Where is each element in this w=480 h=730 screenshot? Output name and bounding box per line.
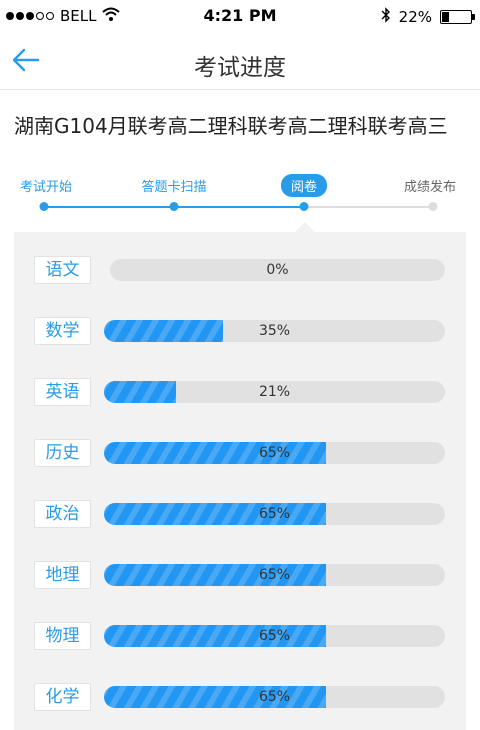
progress-track: 65% <box>104 442 445 464</box>
progress-percent: 65% <box>258 567 291 583</box>
subject-row: 化学 65% <box>34 682 446 712</box>
step-label-start: 考试开始 <box>19 180 73 195</box>
progress-fill <box>104 442 326 464</box>
progress-track: 21% <box>104 381 445 403</box>
subject-label[interactable]: 语文 <box>34 256 91 284</box>
status-right-group: 22% <box>381 7 475 27</box>
carrier-group: BELL <box>6 7 121 25</box>
progress-percent: 21% <box>258 384 291 400</box>
progress-percent: 65% <box>258 506 291 522</box>
subject-row: 历史 65% <box>34 438 446 468</box>
battery-level <box>442 12 449 22</box>
exam-title: 湖南G104月联考高二理科联考高二理科联考高三 <box>14 114 448 138</box>
progress-track: 65% <box>104 686 445 708</box>
progress-percent: 35% <box>258 323 291 339</box>
progress-fill <box>104 625 326 647</box>
back-button[interactable] <box>6 42 46 78</box>
subject-label[interactable]: 政治 <box>34 500 91 528</box>
progress-fill <box>104 381 176 403</box>
step-line-1 <box>44 206 174 208</box>
step-node-publish <box>428 202 438 211</box>
subject-label[interactable]: 英语 <box>34 378 91 406</box>
progress-percent: 65% <box>258 628 291 644</box>
status-time: 4:21 PM <box>203 6 277 25</box>
subject-label[interactable]: 物理 <box>34 622 91 650</box>
subject-label[interactable]: 地理 <box>34 561 91 589</box>
status-bar: BELL 4:21 PM 22% <box>0 0 480 32</box>
step-line-2 <box>174 206 304 208</box>
progress-percent: 65% <box>258 445 291 461</box>
progress-track: 65% <box>104 564 445 586</box>
step-node-marking <box>299 202 309 211</box>
progress-percent: 65% <box>258 689 291 705</box>
subject-progress-panel: 语文 0% 数学 35% 英语 21% 历史 65% 政治 65% <box>14 232 466 730</box>
nav-bar: 考试进度 <box>0 32 480 90</box>
subject-row: 政治 65% <box>34 499 446 529</box>
progress-fill <box>104 320 224 342</box>
bluetooth-icon <box>381 7 391 27</box>
subject-row: 语文 0% <box>34 255 446 285</box>
wifi-icon <box>102 7 121 25</box>
subject-label[interactable]: 化学 <box>34 683 91 711</box>
progress-percent: 0% <box>266 262 289 278</box>
subject-label[interactable]: 历史 <box>34 439 91 467</box>
subject-label[interactable]: 数学 <box>34 317 91 345</box>
progress-fill <box>104 686 326 708</box>
step-label-marking: 阅卷 <box>280 174 328 197</box>
step-label-scan: 答题卡扫描 <box>141 180 207 195</box>
progress-stepper: 考试开始 答题卡扫描 阅卷 成绩发布 <box>0 170 480 230</box>
signal-strength-icon <box>6 12 54 20</box>
panel-pointer <box>295 222 315 232</box>
battery-percent: 22% <box>398 8 432 26</box>
carrier-name: BELL <box>60 7 97 25</box>
subject-row: 地理 65% <box>34 560 446 590</box>
battery-icon <box>440 10 475 24</box>
progress-track: 0% <box>110 259 445 281</box>
step-node-start <box>39 202 49 211</box>
step-line-3 <box>304 206 433 208</box>
progress-fill <box>104 503 326 525</box>
step-label-publish: 成绩发布 <box>403 180 457 195</box>
progress-track: 65% <box>104 625 445 647</box>
page-title: 考试进度 <box>194 55 286 81</box>
progress-track: 65% <box>104 503 445 525</box>
arrow-left-icon <box>12 48 40 72</box>
step-node-scan <box>169 202 179 211</box>
subject-row: 英语 21% <box>34 377 446 407</box>
progress-track: 35% <box>104 320 445 342</box>
subject-row: 物理 65% <box>34 621 446 651</box>
progress-fill <box>104 564 326 586</box>
subject-row: 数学 35% <box>34 316 446 346</box>
